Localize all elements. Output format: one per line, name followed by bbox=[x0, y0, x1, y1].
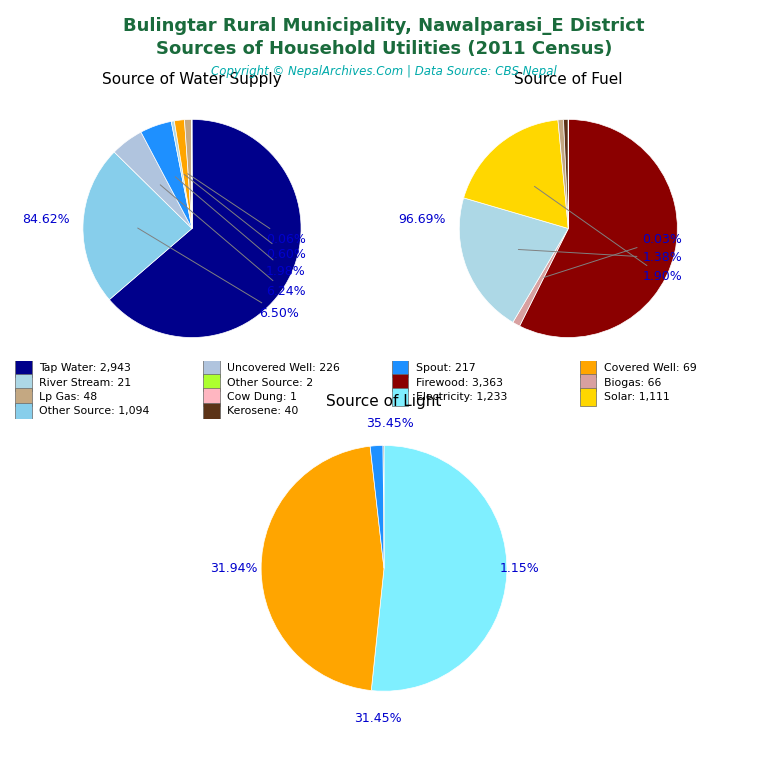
Text: Lp Gas: 48: Lp Gas: 48 bbox=[39, 392, 98, 402]
Text: River Stream: 21: River Stream: 21 bbox=[39, 378, 131, 388]
Wedge shape bbox=[464, 120, 568, 229]
Text: Covered Well: 69: Covered Well: 69 bbox=[604, 363, 697, 373]
Wedge shape bbox=[174, 120, 192, 229]
Title: Source of Water Supply: Source of Water Supply bbox=[102, 72, 282, 87]
Text: 0.60%: 0.60% bbox=[184, 174, 306, 261]
Bar bbox=[392, 359, 408, 377]
Text: 0.06%: 0.06% bbox=[187, 174, 306, 246]
Title: Source of Fuel: Source of Fuel bbox=[514, 72, 623, 87]
Text: Spout: 217: Spout: 217 bbox=[415, 363, 475, 373]
Text: Copyright © NepalArchives.Com | Data Source: CBS Nepal: Copyright © NepalArchives.Com | Data Sou… bbox=[211, 65, 557, 78]
Text: Sources of Household Utilities (2011 Census): Sources of Household Utilities (2011 Cen… bbox=[156, 40, 612, 58]
Bar bbox=[580, 389, 596, 406]
Wedge shape bbox=[261, 446, 384, 690]
Wedge shape bbox=[370, 445, 384, 568]
Text: 31.94%: 31.94% bbox=[210, 562, 258, 574]
Bar bbox=[15, 374, 31, 391]
Bar bbox=[580, 374, 596, 391]
Bar bbox=[204, 402, 220, 420]
Wedge shape bbox=[184, 120, 192, 229]
Wedge shape bbox=[114, 132, 192, 229]
Text: 35.45%: 35.45% bbox=[366, 417, 414, 430]
Bar bbox=[392, 389, 408, 406]
Wedge shape bbox=[520, 119, 677, 338]
Bar bbox=[15, 402, 31, 420]
Text: Other Source: 2: Other Source: 2 bbox=[227, 378, 313, 388]
Text: 6.24%: 6.24% bbox=[161, 185, 306, 298]
Text: 0.03%: 0.03% bbox=[544, 233, 682, 277]
Wedge shape bbox=[83, 152, 192, 300]
Text: 1.90%: 1.90% bbox=[535, 187, 682, 283]
Bar bbox=[15, 389, 31, 406]
Bar bbox=[392, 374, 408, 391]
Wedge shape bbox=[564, 120, 568, 229]
Text: Other Source: 1,094: Other Source: 1,094 bbox=[39, 406, 150, 416]
Text: 1.98%: 1.98% bbox=[175, 177, 306, 277]
Text: 1.38%: 1.38% bbox=[518, 250, 682, 264]
Text: 96.69%: 96.69% bbox=[399, 214, 446, 227]
Bar bbox=[204, 374, 220, 391]
Wedge shape bbox=[371, 445, 507, 691]
Text: Kerosene: 40: Kerosene: 40 bbox=[227, 406, 299, 416]
Text: 31.45%: 31.45% bbox=[354, 712, 402, 725]
Wedge shape bbox=[558, 120, 568, 229]
Wedge shape bbox=[109, 119, 301, 337]
Wedge shape bbox=[171, 121, 192, 229]
Text: 84.62%: 84.62% bbox=[22, 214, 70, 227]
Wedge shape bbox=[459, 198, 568, 323]
Wedge shape bbox=[141, 121, 192, 229]
Bar bbox=[204, 389, 220, 406]
Text: Tap Water: 2,943: Tap Water: 2,943 bbox=[39, 363, 131, 373]
Wedge shape bbox=[383, 445, 384, 568]
Wedge shape bbox=[513, 229, 568, 326]
Bar bbox=[15, 359, 31, 377]
Text: Cow Dung: 1: Cow Dung: 1 bbox=[227, 392, 297, 402]
Text: Bulingtar Rural Municipality, Nawalparasi_E District: Bulingtar Rural Municipality, Nawalparas… bbox=[123, 17, 645, 35]
Title: Source of Light: Source of Light bbox=[326, 395, 442, 409]
Text: 1.15%: 1.15% bbox=[499, 562, 539, 574]
Text: 6.50%: 6.50% bbox=[137, 228, 300, 320]
Bar bbox=[580, 359, 596, 377]
Text: Firewood: 3,363: Firewood: 3,363 bbox=[415, 378, 502, 388]
Text: Uncovered Well: 226: Uncovered Well: 226 bbox=[227, 363, 340, 373]
Bar bbox=[204, 359, 220, 377]
Text: Electricity: 1,233: Electricity: 1,233 bbox=[415, 392, 507, 402]
Text: Biogas: 66: Biogas: 66 bbox=[604, 378, 661, 388]
Text: Solar: 1,111: Solar: 1,111 bbox=[604, 392, 670, 402]
